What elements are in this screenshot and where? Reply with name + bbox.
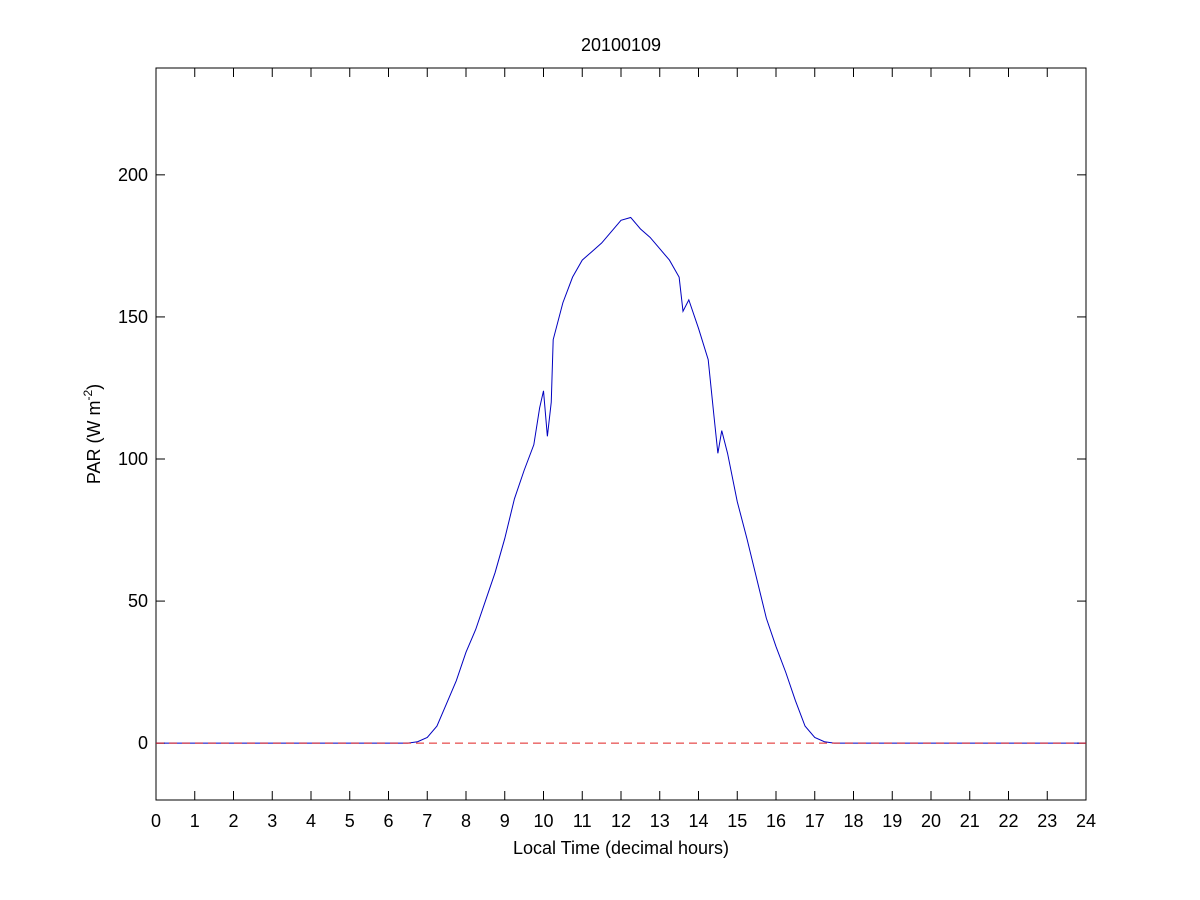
x-tick-label: 1 xyxy=(190,811,200,831)
x-tick-label: 23 xyxy=(1037,811,1057,831)
x-tick-label: 17 xyxy=(805,811,825,831)
y-axis-label-sup: -2 xyxy=(81,390,95,401)
x-tick-label: 12 xyxy=(611,811,631,831)
x-tick-label: 21 xyxy=(960,811,980,831)
x-tick-label: 15 xyxy=(727,811,747,831)
x-tick-label: 20 xyxy=(921,811,941,831)
x-tick-label: 6 xyxy=(383,811,393,831)
data-line xyxy=(156,216,1086,744)
x-tick-label: 10 xyxy=(533,811,553,831)
x-tick-label: 7 xyxy=(422,811,432,831)
y-axis-label-text: PAR (W m xyxy=(84,401,104,485)
y-tick-label: 200 xyxy=(118,165,148,185)
x-tick-label: 24 xyxy=(1076,811,1096,831)
x-tick-label: 14 xyxy=(688,811,708,831)
x-axis-label: Local Time (decimal hours) xyxy=(513,838,729,858)
x-tick-label: 4 xyxy=(306,811,316,831)
x-tick-label: 0 xyxy=(151,811,161,831)
chart-title: 20100109 xyxy=(581,35,661,55)
x-tick-label: 16 xyxy=(766,811,786,831)
x-tick-label: 11 xyxy=(573,811,592,831)
x-tick-label: 22 xyxy=(998,811,1018,831)
plot-frame xyxy=(155,67,1087,801)
x-tick-label: 19 xyxy=(882,811,902,831)
x-tick-label: 13 xyxy=(650,811,670,831)
x-tick-label: 5 xyxy=(345,811,355,831)
y-tick-label: 0 xyxy=(138,733,148,753)
x-tick-label: 18 xyxy=(843,811,863,831)
x-tick-label: 8 xyxy=(461,811,471,831)
x-tick-label: 9 xyxy=(500,811,510,831)
y-tick-label: 50 xyxy=(128,591,148,611)
y-axis-label-end: ) xyxy=(84,384,104,390)
x-tick-label: 3 xyxy=(267,811,277,831)
y-tick-label: 100 xyxy=(118,449,148,469)
y-axis-label: PAR (W m-2) xyxy=(81,384,104,484)
y-tick-label: 150 xyxy=(118,307,148,327)
x-tick-label: 2 xyxy=(228,811,238,831)
